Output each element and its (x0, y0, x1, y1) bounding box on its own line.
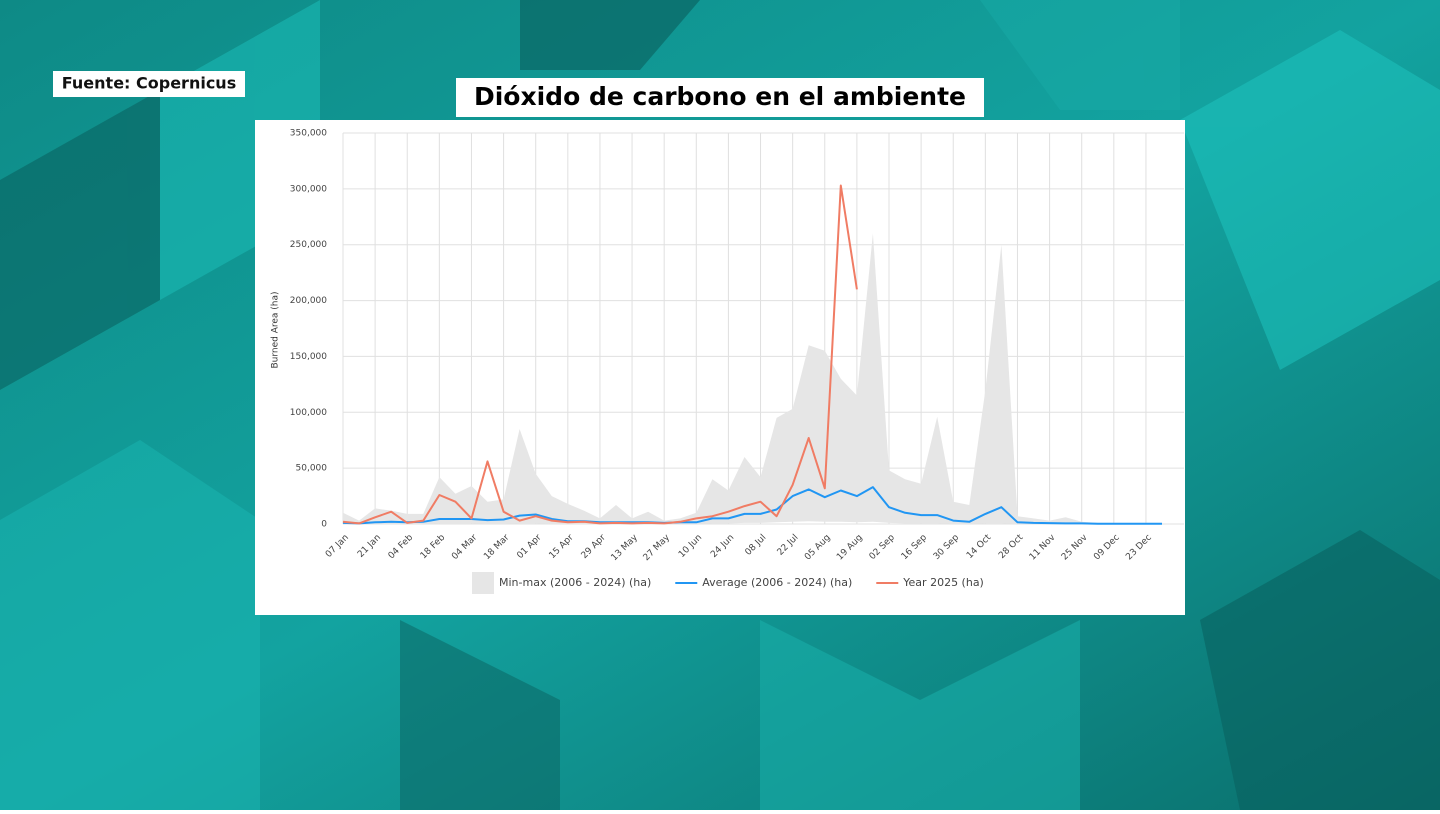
chart-panel (255, 120, 1185, 615)
source: Fuente: Copernicus (62, 74, 236, 93)
y-tick-label: 100,000 (290, 408, 327, 418)
legend-label: Average (2006 - 2024) (ha) (702, 576, 852, 589)
series-line (342, 184, 858, 525)
legend-swatch (472, 572, 494, 594)
y-tick-label: 200,000 (290, 296, 327, 306)
y-tick-label: 50,000 (296, 464, 328, 474)
y-tick-label: 0 (321, 520, 327, 530)
y-axis-label: Burned Area (ha) (271, 291, 281, 368)
legend-label: Year 2025 (ha) (902, 576, 984, 589)
y-tick-label: 300,000 (290, 184, 327, 194)
y-tick-label: 150,000 (290, 352, 327, 362)
headline: Dióxido de carbono en el ambiente (474, 82, 966, 111)
source-box (53, 71, 245, 97)
range-area (343, 233, 1162, 524)
headline-box (456, 78, 984, 117)
y-tick-label: 350,000 (290, 129, 327, 139)
series-line (342, 486, 1162, 525)
legend-label: Min-max (2006 - 2024) (ha) (499, 576, 651, 589)
y-tick-label: 250,000 (290, 240, 327, 250)
